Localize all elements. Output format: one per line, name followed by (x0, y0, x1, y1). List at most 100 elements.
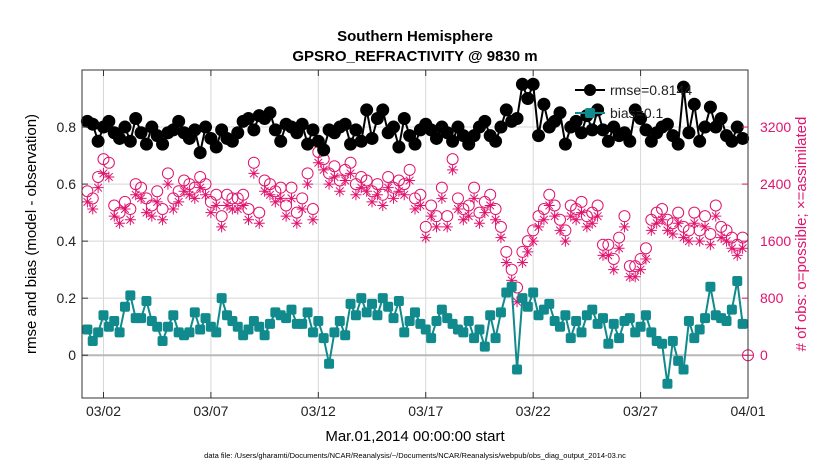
rmse-marker (671, 137, 685, 151)
bias-marker (694, 324, 705, 335)
bias-marker (184, 327, 195, 338)
data-file-caption: data file: /Users/gharamti/Documents/NCA… (204, 451, 626, 460)
bias-marker (512, 364, 523, 375)
rmse-marker (558, 137, 572, 151)
bias-marker (98, 310, 109, 321)
assimilated-obs-marker (404, 175, 416, 187)
assimilated-obs-marker (506, 274, 518, 286)
x-tick-label: 03/12 (301, 403, 336, 419)
assimilated-obs-marker (237, 199, 249, 211)
bias-marker (410, 307, 420, 318)
bias-marker (490, 333, 501, 344)
assimilated-obs-marker (667, 228, 679, 240)
rmse-marker (301, 137, 315, 151)
bias-marker (162, 321, 173, 332)
bias-marker (93, 327, 104, 338)
assimilated-obs-marker (253, 217, 265, 229)
bias-series (82, 276, 748, 389)
assimilated-obs-marker (613, 242, 625, 254)
assimilated-obs-marker (629, 271, 641, 283)
rmse-marker (677, 80, 691, 94)
rmse-marker (585, 123, 599, 137)
rmse-marker (247, 123, 261, 137)
bias-marker (737, 318, 748, 329)
bias-marker (195, 324, 206, 335)
rmse-marker (714, 111, 728, 125)
bias-marker (393, 296, 404, 307)
bias-marker (597, 313, 608, 324)
assimilated-obs-marker (500, 257, 512, 269)
x-tick-label: 03/02 (86, 403, 121, 419)
assimilated-obs-marker (388, 192, 400, 204)
assimilated-obs-marker (108, 210, 120, 222)
bias-marker (281, 313, 292, 324)
assimilated-obs-marker (570, 214, 582, 226)
assimilated-obs-marker (205, 207, 217, 219)
legend-bias-marker (585, 108, 595, 118)
assimilated-obs-marker (178, 185, 190, 197)
rmse-marker (199, 120, 213, 134)
rmse-marker (295, 117, 309, 131)
bias-marker (329, 327, 340, 338)
rmse-marker (510, 111, 524, 125)
assimilated-obs-marker (157, 214, 169, 226)
y-axis-left: 0 0.2 0.4 0.6 0.8 (57, 119, 88, 363)
bias-marker (624, 313, 635, 324)
bias-marker (141, 296, 152, 307)
assimilated-obs-marker (285, 192, 297, 204)
bias-marker (555, 321, 566, 332)
assimilated-obs-marker (275, 192, 287, 204)
rmse-marker (736, 131, 750, 145)
bias-marker (732, 276, 743, 287)
chart-subtitle: GPSRO_REFRACTIVITY @ 9830 m (292, 48, 537, 65)
possible-obs-marker (102, 156, 115, 169)
assimilated-obs-marker (264, 189, 276, 201)
x-tick-label: 04/01 (730, 403, 765, 419)
assimilated-obs-marker (678, 232, 690, 244)
rmse-series (80, 77, 750, 160)
assimilated-obs-marker (430, 221, 442, 233)
assimilated-obs-marker (522, 246, 534, 258)
bias-marker (324, 358, 335, 369)
bias-marker (125, 290, 136, 301)
rmse-marker (209, 140, 223, 154)
bias-marker (114, 327, 125, 338)
assimilated-obs-marker (436, 192, 448, 204)
rmse-marker (478, 114, 492, 128)
rmse-marker (231, 126, 245, 140)
y-tick-label: 0.8 (57, 119, 77, 135)
bias-marker (700, 313, 711, 324)
rmse-marker (521, 92, 535, 106)
y-right-tick-label: 800 (760, 290, 784, 306)
bias-marker (646, 327, 657, 338)
y-axis-label-right: # of obs: o=possible; ×=assimilated (793, 117, 810, 352)
bias-marker (544, 298, 555, 309)
assimilated-obs-marker (377, 199, 389, 211)
bias-marker (383, 301, 394, 312)
bias-marker (356, 293, 367, 304)
x-tick-label: 03/17 (408, 403, 443, 419)
bias-marker (404, 315, 415, 326)
legend: rmse=0.8144 bias=0.1 (575, 82, 692, 121)
bias-marker (673, 355, 684, 366)
assimilated-obs-marker (420, 232, 432, 244)
bias-marker (726, 304, 737, 315)
assimilated-obs-marker (130, 189, 142, 201)
chart-title: Southern Hemisphere (337, 28, 493, 45)
bias-marker (657, 338, 668, 349)
rmse-marker (139, 137, 153, 151)
bias-marker (635, 321, 646, 332)
bias-marker (361, 307, 372, 318)
assimilated-obs-marker (688, 217, 700, 229)
assimilated-obs-marker (92, 182, 104, 194)
rmse-marker (698, 120, 712, 134)
assimilated-obs-marker (318, 164, 330, 176)
rmse-marker (569, 114, 583, 128)
assimilated-obs-marker (495, 232, 507, 244)
x-axis: 03/02 03/07 03/12 03/17 03/22 03/27 04/01 (86, 70, 766, 419)
assimilated-obs-marker (140, 207, 152, 219)
bias-marker (87, 335, 98, 346)
bias-marker (334, 315, 345, 326)
bias-marker (264, 318, 275, 329)
bias-marker (119, 301, 130, 312)
